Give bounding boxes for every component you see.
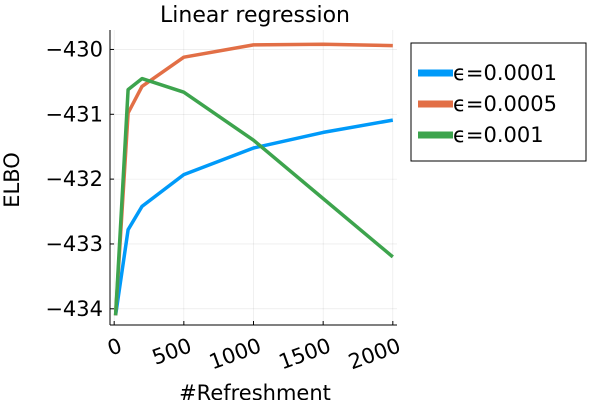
y-tick-label: −432 [45,167,103,191]
y-tick-label: −430 [45,37,103,61]
x-tick-label: 2000 [345,333,403,374]
series-line [113,76,394,316]
legend: ϵ=0.0001 ϵ=0.0005 ϵ=0.001 [410,42,587,162]
x-tick-label: 0 [104,333,125,360]
axes [109,30,397,326]
series-line [113,118,394,316]
x-tick-labels: 0 500 1000 1500 2000 [104,333,403,374]
chart-title: Linear regression [160,3,350,28]
y-axis-title: ELBO [0,152,24,208]
series-lines [113,42,394,316]
y-tick-label: −433 [45,232,103,256]
legend-entry: ϵ=0.001 [453,123,544,147]
y-tick-label: −434 [45,297,103,321]
x-tick-label: 1500 [276,333,334,374]
x-tick-label: 1000 [206,333,264,374]
legend-entry: ϵ=0.0001 [453,61,557,85]
x-tick-label: 500 [149,333,195,369]
x-axis-title: #Refreshment [179,381,331,400]
y-tick-labels: −434 −433 −432 −431 −430 [45,37,103,320]
grid-lines [110,30,397,325]
legend-entry: ϵ=0.0005 [453,92,557,116]
y-tick-label: −431 [45,102,103,126]
